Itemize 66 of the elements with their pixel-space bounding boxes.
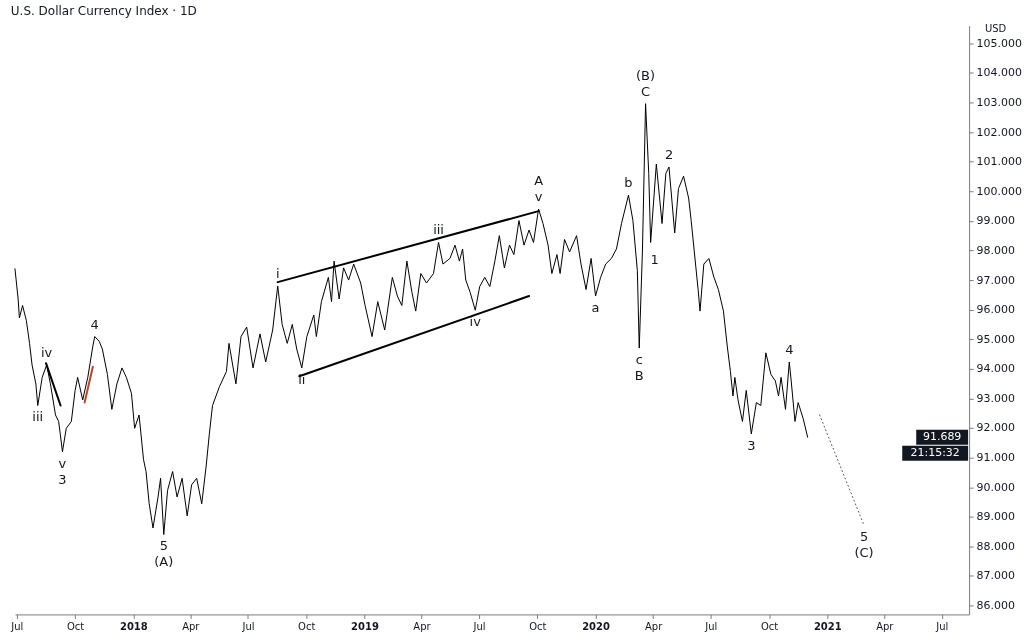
- annotation: A: [534, 173, 544, 189]
- x-tick-label: Jul: [472, 620, 486, 632]
- y-tick-label: 91.000: [976, 451, 1015, 465]
- y-tick-label: 93.000: [976, 391, 1015, 405]
- x-tick-label: Oct: [66, 620, 85, 632]
- x-tick-label: Apr: [645, 620, 664, 632]
- annotation: 5: [859, 529, 869, 545]
- y-tick-label: 95.000: [976, 332, 1015, 346]
- annotation: i: [275, 265, 280, 281]
- annotation: b: [624, 175, 633, 191]
- y-tick-label: 86.000: [976, 599, 1015, 613]
- x-tick-label: 2019: [351, 620, 379, 632]
- annotation: (B): [636, 67, 656, 83]
- y-tick-label: 104.000: [976, 66, 1022, 80]
- x-tick-label: Jul: [935, 620, 949, 632]
- y-tick-label: 98.000: [976, 243, 1015, 257]
- annotation: 3: [747, 437, 756, 453]
- x-tick-label: 2021: [813, 620, 842, 632]
- x-tick-label: Jul: [10, 620, 24, 632]
- x-tick-label: 2020: [582, 620, 610, 632]
- y-tick-label: 87.000: [976, 569, 1015, 583]
- annotation: B: [634, 368, 644, 384]
- annotation: 21:15:32: [910, 446, 960, 460]
- x-tick-label: Oct: [298, 620, 316, 632]
- annotation: 91.689: [922, 430, 962, 444]
- annotation: (C): [854, 545, 874, 561]
- y-tick-label: 99.000: [976, 214, 1015, 228]
- annotation: iv: [40, 344, 53, 360]
- x-tick-label: Apr: [413, 620, 432, 632]
- x-tick-label: Oct: [529, 620, 547, 632]
- y-tick-label: 103.000: [976, 96, 1022, 109]
- y-tick-label: 89.000: [976, 510, 1015, 524]
- x-tick-label: Jul: [241, 620, 255, 632]
- annotation: C: [641, 83, 651, 99]
- annotation: v: [58, 455, 67, 471]
- y-axis-title: USD: [984, 23, 1007, 35]
- x-tick-label: Oct: [760, 620, 779, 632]
- annotation: v: [534, 189, 543, 205]
- annotation: iii: [433, 222, 444, 238]
- annotation: (A): [154, 554, 174, 570]
- y-tick-label: 97.000: [976, 273, 1015, 287]
- x-tick-label: Apr: [876, 620, 895, 632]
- y-tick-label: 102.000: [976, 125, 1022, 139]
- annotation: 3: [58, 471, 67, 487]
- annotation: 4: [785, 342, 794, 358]
- annotation: a: [591, 299, 600, 315]
- y-tick-label: 100.000: [976, 184, 1022, 198]
- y-tick-label: 105.000: [976, 36, 1022, 50]
- y-tick-label: 88.000: [976, 539, 1015, 553]
- y-tick-label: 92.000: [976, 421, 1015, 435]
- annotation: 5: [159, 538, 168, 554]
- annotation: ii: [298, 371, 306, 387]
- annotation: 4: [90, 316, 99, 332]
- annotation: iv: [469, 314, 482, 330]
- y-tick-label: 94.000: [976, 362, 1015, 376]
- x-tick-label: Jul: [704, 620, 718, 632]
- x-tick-label: Apr: [182, 620, 201, 632]
- chart-title: U.S. Dollar Currency Index · 1D: [10, 3, 197, 18]
- annotation: 2: [664, 147, 674, 163]
- annotation: 1: [650, 251, 659, 267]
- y-tick-label: 96.000: [976, 303, 1015, 317]
- y-tick-label: 90.000: [976, 480, 1015, 494]
- x-tick-label: 2018: [119, 620, 148, 632]
- y-tick-label: 101.000: [976, 155, 1022, 169]
- annotation: iii: [32, 409, 44, 425]
- annotation: c: [635, 352, 643, 368]
